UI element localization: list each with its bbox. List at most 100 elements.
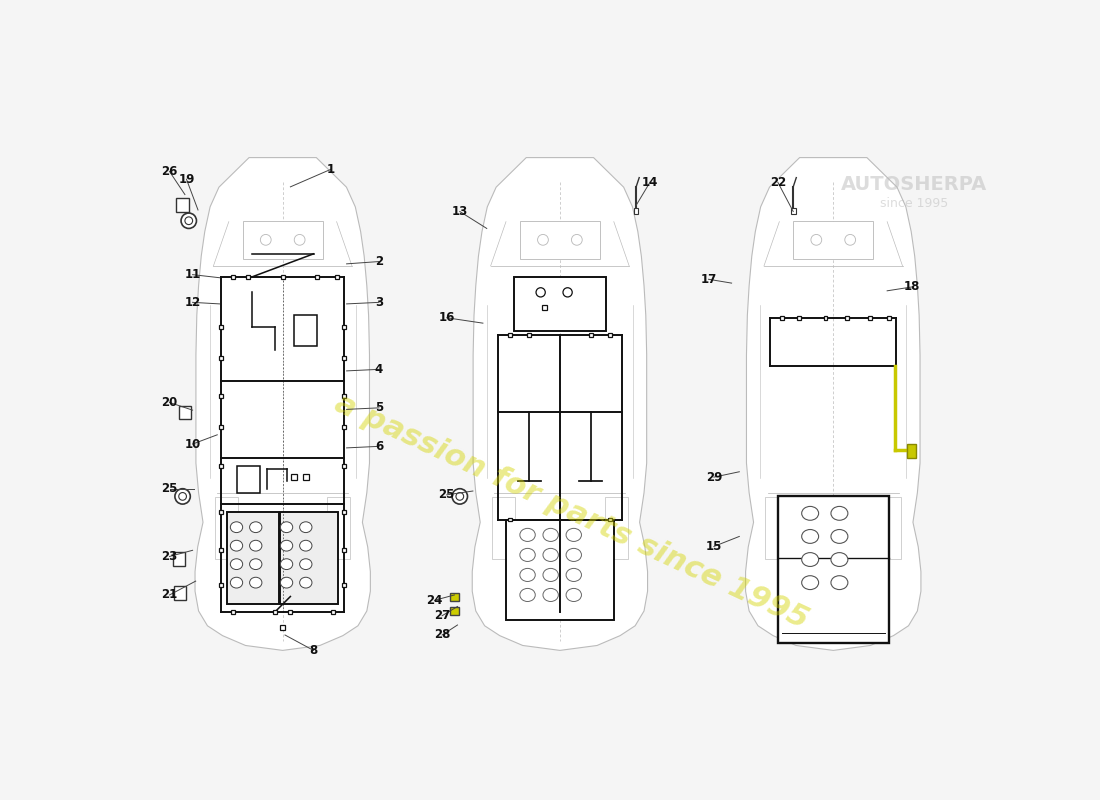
Text: 20: 20 [162, 396, 177, 409]
Polygon shape [195, 158, 371, 650]
Ellipse shape [566, 589, 582, 602]
Text: 12: 12 [185, 296, 200, 309]
Text: 2: 2 [375, 255, 383, 268]
Bar [219, 510, 223, 514]
Bar [236, 466, 260, 493]
Bar [450, 607, 459, 615]
Text: a passion for parts since 1995: a passion for parts since 1995 [330, 389, 813, 634]
Text: AUTOSHERPA: AUTOSHERPA [842, 175, 987, 194]
Bar [342, 548, 346, 552]
Ellipse shape [250, 558, 262, 570]
Bar [228, 512, 279, 604]
Ellipse shape [830, 553, 848, 566]
Text: 16: 16 [439, 311, 455, 324]
Text: 17: 17 [701, 273, 716, 286]
Circle shape [452, 489, 468, 504]
Bar [328, 497, 351, 558]
Ellipse shape [830, 506, 848, 520]
Bar [868, 316, 872, 320]
Text: 22: 22 [770, 176, 785, 189]
Bar [527, 333, 531, 337]
Bar [178, 406, 191, 419]
Ellipse shape [802, 506, 818, 520]
Bar [231, 610, 234, 614]
Bar [605, 497, 628, 558]
Bar [219, 356, 223, 360]
Text: 10: 10 [185, 438, 200, 450]
Text: 28: 28 [433, 629, 450, 642]
Text: since 1995: since 1995 [880, 198, 948, 210]
Bar [588, 333, 593, 337]
Bar [280, 275, 285, 279]
Text: 25: 25 [439, 488, 455, 502]
Bar [174, 586, 186, 600]
Bar [214, 497, 238, 558]
Ellipse shape [566, 568, 582, 582]
Text: 4: 4 [375, 363, 383, 376]
Circle shape [455, 493, 464, 500]
Ellipse shape [250, 578, 262, 588]
Ellipse shape [280, 578, 293, 588]
Ellipse shape [520, 548, 536, 562]
Text: 25: 25 [162, 482, 178, 495]
Bar [798, 316, 801, 320]
Bar [520, 221, 600, 259]
Bar [824, 316, 827, 320]
Circle shape [538, 234, 548, 246]
Circle shape [563, 288, 572, 297]
Bar [450, 594, 459, 601]
Circle shape [185, 217, 192, 225]
Bar [791, 208, 795, 214]
Ellipse shape [230, 578, 243, 588]
Bar [292, 474, 297, 480]
Circle shape [845, 234, 856, 246]
Bar [295, 315, 318, 346]
Bar [342, 425, 346, 429]
Bar [334, 275, 339, 279]
Bar [508, 333, 512, 337]
Ellipse shape [830, 576, 848, 590]
Bar [342, 325, 346, 329]
Bar [273, 610, 277, 614]
Text: 29: 29 [706, 470, 722, 484]
Ellipse shape [520, 568, 536, 582]
Bar [280, 625, 285, 630]
Ellipse shape [280, 522, 293, 533]
Bar [219, 548, 223, 552]
Ellipse shape [299, 540, 312, 551]
Ellipse shape [543, 568, 559, 582]
Ellipse shape [543, 589, 559, 602]
Bar [219, 464, 223, 467]
Circle shape [572, 234, 582, 246]
Circle shape [261, 234, 271, 246]
Ellipse shape [250, 540, 262, 551]
Bar [342, 510, 346, 514]
Text: 27: 27 [434, 610, 450, 622]
Bar [342, 394, 346, 398]
Ellipse shape [280, 558, 293, 570]
Text: 8: 8 [309, 644, 318, 657]
Bar [793, 221, 873, 259]
Text: 23: 23 [162, 550, 177, 563]
Circle shape [811, 234, 822, 246]
Bar [908, 444, 916, 458]
Ellipse shape [802, 530, 818, 543]
Ellipse shape [299, 578, 312, 588]
Bar [176, 198, 189, 211]
Bar [845, 316, 849, 320]
Bar [246, 275, 250, 279]
Ellipse shape [280, 540, 293, 551]
Bar [508, 518, 512, 522]
Circle shape [295, 234, 305, 246]
Bar [243, 221, 322, 259]
Text: 3: 3 [375, 296, 383, 309]
Bar [887, 316, 891, 320]
Bar [288, 610, 293, 614]
Polygon shape [746, 158, 921, 650]
Ellipse shape [250, 522, 262, 533]
Text: 19: 19 [178, 173, 195, 186]
Bar [634, 208, 638, 214]
Bar [302, 474, 309, 480]
Ellipse shape [520, 589, 536, 602]
Text: 21: 21 [162, 589, 177, 602]
